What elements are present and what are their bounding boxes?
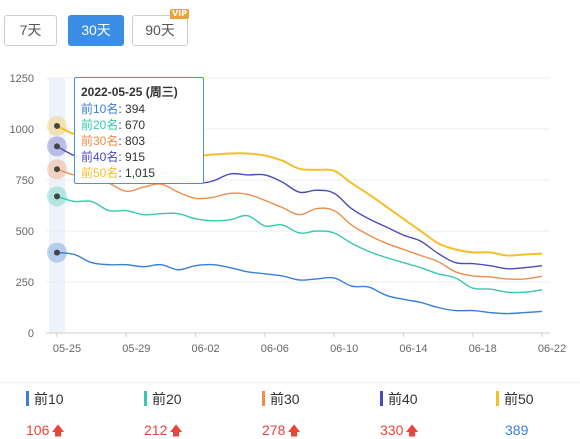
- summary-number-top50: 389: [505, 422, 529, 438]
- summary-item-top20[interactable]: 前20 212 🡅: [144, 389, 254, 439]
- tab-7-days-label: 7天: [19, 22, 42, 38]
- summary-name-top20: 前20: [144, 389, 254, 409]
- tooltip-label-top40: 前40名: [81, 150, 119, 164]
- hover-point-前10: [54, 249, 60, 256]
- summary-item-top50[interactable]: 前50 389: [496, 389, 580, 439]
- summary-value-top20: 212 🡅: [144, 421, 254, 439]
- up-arrow-icon: 🡅: [169, 423, 183, 438]
- summary-number-top30: 278: [262, 422, 286, 438]
- tooltip-label-top50: 前50名: [81, 166, 119, 180]
- y-tick-label: 250: [16, 277, 34, 289]
- tooltip-value-top30: 803: [125, 134, 146, 148]
- chart-tooltip: 2022-05-25 (周三) 前10名: 394 前20名: 670 前30名…: [74, 77, 204, 184]
- tooltip-row-top50: 前50名: 1,015: [81, 166, 156, 180]
- series-line-前10: [56, 251, 543, 315]
- tooltip-label-top20: 前20名: [81, 118, 119, 132]
- summary-item-top10[interactable]: 前10 106 🡅: [26, 389, 136, 439]
- tab-30-days-label: 30天: [81, 22, 111, 38]
- tab-7-days[interactable]: 7天: [4, 15, 57, 46]
- tooltip-label-top10: 前10名: [81, 102, 119, 116]
- summary-name-top10: 前10: [26, 389, 136, 409]
- hover-band: [49, 78, 65, 333]
- series-line-前30: [56, 168, 543, 280]
- tooltip-row-top30: 前30名: 803: [81, 134, 146, 148]
- x-tick-label: 05-25: [53, 343, 81, 355]
- tab-90-days[interactable]: 90天 VIP: [132, 9, 189, 46]
- summary-number-top20: 212: [144, 422, 168, 438]
- hover-point-前40: [54, 143, 60, 150]
- tooltip-row-top40: 前40名: 915: [81, 150, 146, 164]
- summary-value-top30: 278 🡅: [262, 421, 372, 439]
- tooltip-value-top40: 915: [125, 150, 146, 164]
- summary-number-top40: 330: [380, 422, 404, 438]
- tab-90-days-label: 90天: [145, 22, 175, 38]
- up-arrow-icon: 🡅: [405, 423, 419, 438]
- y-tick-label: 0: [28, 328, 34, 340]
- summary-item-top30[interactable]: 前30 278 🡅: [262, 389, 372, 439]
- x-tick-label: 06-06: [261, 343, 289, 355]
- series-line-前20: [56, 195, 543, 294]
- y-tick-label: 1250: [10, 73, 34, 85]
- summary-item-top40[interactable]: 前40 330 🡅: [380, 389, 490, 439]
- x-tick-label: 06-02: [192, 343, 220, 355]
- y-tick-label: 1000: [10, 124, 34, 136]
- x-tick-label: 06-22: [538, 343, 566, 355]
- summary-name-top30: 前30: [262, 389, 372, 409]
- hover-point-前50: [54, 122, 60, 129]
- x-tick-label: 06-10: [330, 343, 358, 355]
- x-tick-label: 06-18: [469, 343, 497, 355]
- x-tick-label: 06-14: [399, 343, 427, 355]
- tooltip-title: 2022-05-25 (周三): [81, 85, 178, 99]
- summary-legend: 前10 106 🡅 前20 212 🡅 前30 278 🡅 前40 330 🡅 前50 …: [0, 382, 580, 439]
- tooltip-row-top20: 前20名: 670: [81, 118, 146, 132]
- up-arrow-icon: 🡅: [51, 423, 65, 438]
- x-tick-label: 05-29: [122, 343, 150, 355]
- tooltip-value-top10: 394: [125, 102, 146, 116]
- tab-30-days[interactable]: 30天: [68, 15, 124, 46]
- tooltip-value-top50: 1,015: [125, 166, 156, 180]
- tooltip-label-top30: 前30名: [81, 134, 119, 148]
- summary-value-top10: 106 🡅: [26, 421, 136, 439]
- summary-number-top10: 106: [26, 422, 50, 438]
- y-tick-label: 500: [16, 226, 34, 238]
- summary-value-top40: 330 🡅: [380, 421, 490, 439]
- hover-point-前30: [54, 166, 60, 173]
- y-tick-label: 750: [16, 175, 34, 187]
- tooltip-value-top20: 670: [125, 118, 146, 132]
- tooltip-row-top10: 前10名: 394: [81, 102, 146, 116]
- summary-value-top50: 389: [496, 421, 580, 439]
- summary-name-top40: 前40: [380, 389, 490, 409]
- vip-badge: VIP: [169, 9, 189, 19]
- up-arrow-icon: 🡅: [287, 423, 301, 438]
- ranking-line-chart[interactable]: 0 250 500 750 1000 1250 05-25 05-29 06-02 06-06 06…: [0, 60, 580, 360]
- hover-point-前20: [54, 193, 60, 200]
- summary-name-top50: 前50: [496, 389, 580, 409]
